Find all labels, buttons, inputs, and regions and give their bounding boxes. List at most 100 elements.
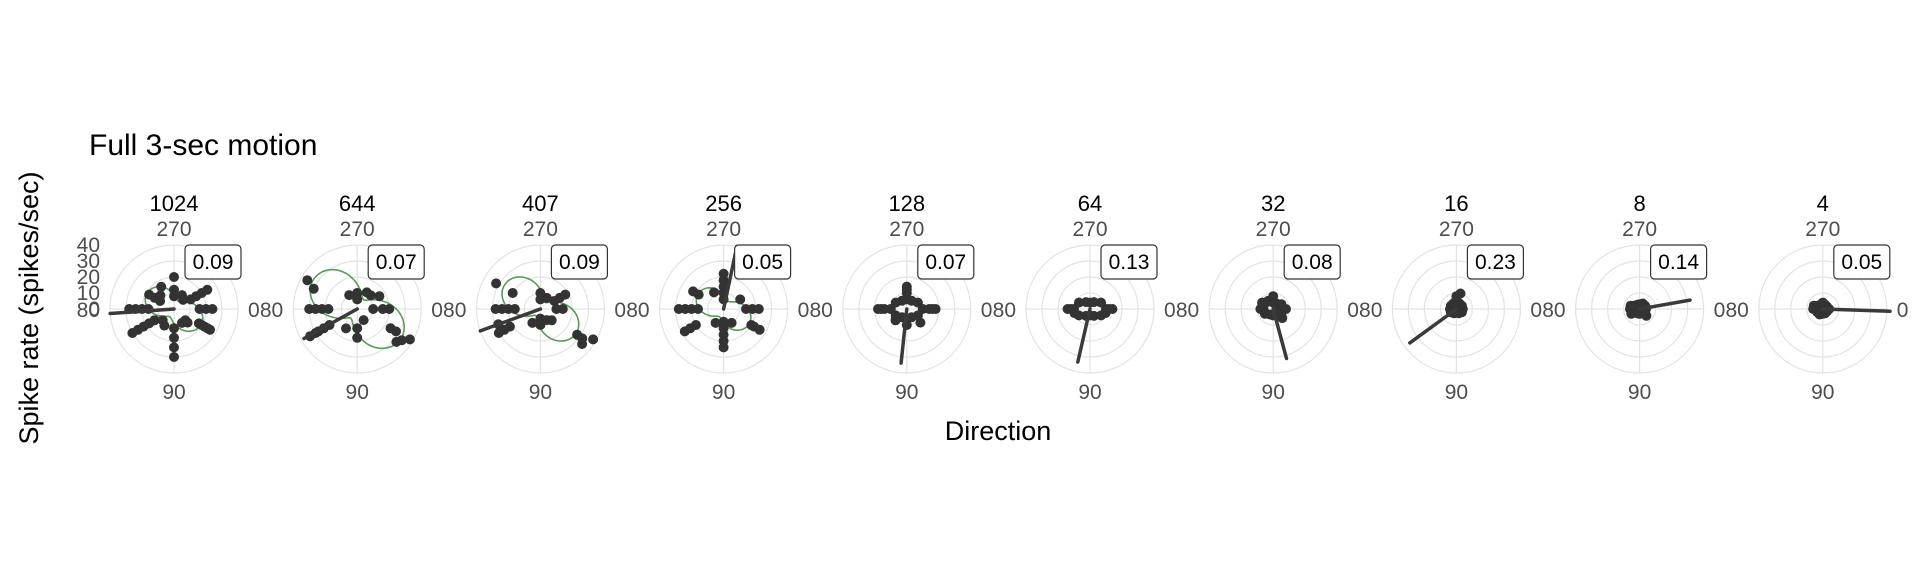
data-point: [873, 304, 883, 314]
index-value: 0.13: [1109, 251, 1150, 274]
radial-tick-20: 20: [77, 266, 100, 289]
data-point: [541, 292, 552, 303]
data-point: [1261, 297, 1272, 308]
data-point: [344, 290, 355, 301]
index-box: [917, 244, 975, 280]
data-point: [710, 317, 721, 328]
data-point: [688, 286, 699, 297]
data-point: [169, 323, 179, 334]
angle-tick-270: 270: [1622, 218, 1657, 241]
data-point: [915, 317, 926, 328]
angle-tick-0: 0: [798, 299, 810, 322]
angle-tick-270: 270: [340, 218, 375, 241]
data-point: [577, 339, 588, 349]
data-point: [1089, 297, 1099, 308]
x-axis-label: Direction: [945, 416, 1052, 446]
data-point: [157, 315, 168, 326]
data-point: [368, 304, 379, 314]
angle-tick-0: 0: [1530, 299, 1542, 322]
index-box: [367, 244, 425, 280]
data-point: [127, 328, 138, 338]
mean-vector: [1076, 307, 1092, 364]
data-point: [1096, 297, 1107, 308]
angle-tick-90: 90: [712, 381, 735, 404]
data-point: [1081, 297, 1091, 308]
data-point: [352, 288, 363, 298]
data-point: [906, 295, 917, 306]
facet-label: 32: [1261, 191, 1285, 216]
data-point: [541, 315, 552, 326]
angle-tick-90: 90: [1445, 381, 1468, 404]
angle-tick-90: 90: [1811, 381, 1834, 404]
mean-vector: [1637, 298, 1692, 311]
index-box: [550, 244, 609, 280]
data-point: [1454, 298, 1465, 309]
data-point: [1641, 310, 1652, 321]
facet-label: 644: [339, 191, 376, 216]
data-point: [156, 281, 167, 292]
radial-tick-30: 30: [77, 250, 100, 273]
data-point: [493, 328, 504, 338]
index-box: [1833, 244, 1891, 280]
mean-vector: [899, 307, 909, 365]
angle-tick-180: 80: [1359, 299, 1382, 322]
data-point: [890, 315, 901, 326]
data-point: [358, 315, 369, 326]
data-point: [155, 290, 166, 301]
data-point: [1100, 308, 1111, 319]
angle-tick-180: 80: [77, 299, 100, 322]
angle-tick-90: 90: [1628, 381, 1651, 404]
data-point: [144, 289, 155, 300]
mean-vector: [302, 307, 359, 341]
angle-tick-0: 0: [981, 299, 993, 322]
data-point: [735, 294, 746, 305]
angle-tick-180: 80: [1725, 299, 1748, 322]
data-point: [718, 268, 729, 279]
data-point: [673, 304, 684, 314]
angle-tick-270: 270: [706, 218, 741, 241]
radial-tick-0: 0: [88, 298, 100, 321]
angle-tick-0: 0: [1347, 299, 1359, 322]
index-box: [1100, 244, 1158, 280]
angle-tick-90: 90: [346, 381, 369, 404]
data-point: [1808, 300, 1819, 311]
data-point: [352, 323, 363, 334]
facet-label: 256: [705, 191, 742, 216]
index-value: 0.05: [1841, 251, 1882, 274]
angle-tick-0: 0: [1714, 299, 1726, 322]
data-point: [304, 304, 315, 314]
data-point: [391, 326, 401, 337]
angle-tick-270: 270: [1439, 218, 1474, 241]
data-point: [205, 324, 215, 335]
data-point: [169, 284, 179, 295]
mean-vector: [1408, 307, 1459, 345]
mean-vector: [478, 307, 543, 333]
data-point: [169, 272, 179, 282]
angle-tick-180: 80: [626, 299, 649, 322]
radial-tick-10: 10: [77, 282, 100, 305]
data-point: [709, 287, 719, 298]
data-point: [557, 304, 568, 314]
index-value: 0.23: [1475, 251, 1516, 274]
data-point: [679, 326, 690, 337]
data-point: [930, 304, 941, 314]
angle-tick-90: 90: [895, 381, 918, 404]
data-point: [1271, 298, 1282, 309]
index-box: [1283, 244, 1341, 280]
data-point: [560, 289, 571, 300]
data-point: [352, 332, 363, 343]
facet-label: 16: [1444, 191, 1468, 216]
data-point: [726, 317, 737, 328]
data-point: [491, 278, 502, 289]
data-point: [177, 317, 187, 328]
data-point: [169, 352, 179, 362]
data-point: [374, 291, 385, 302]
data-point: [527, 317, 538, 328]
